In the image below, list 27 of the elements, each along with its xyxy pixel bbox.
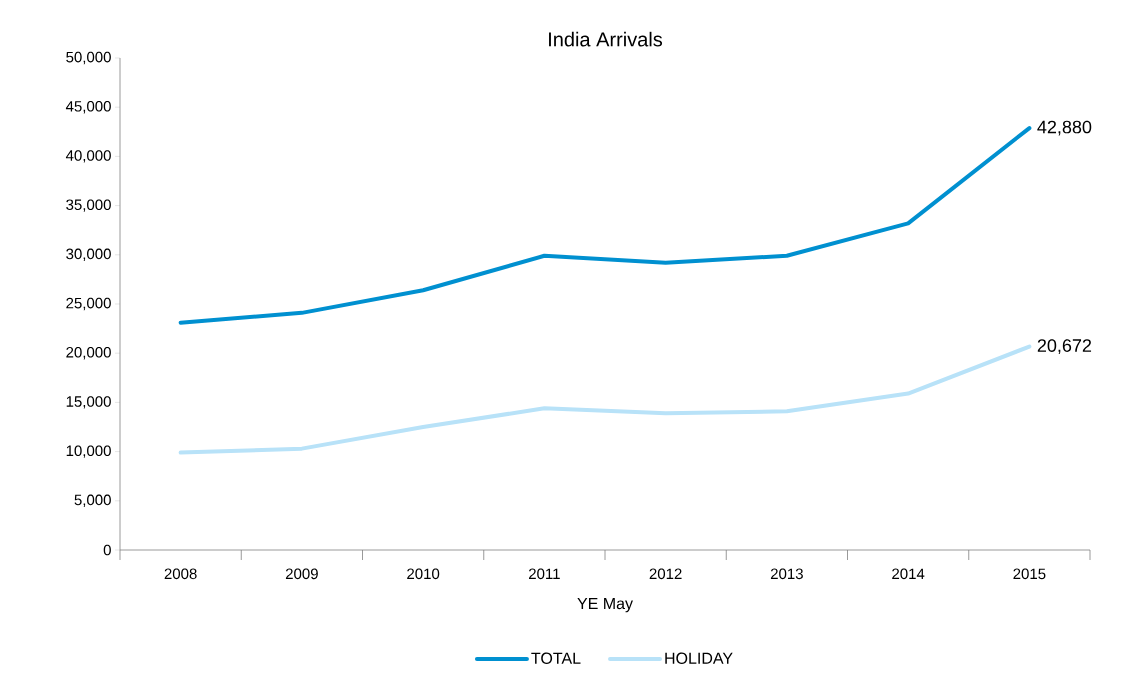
x-tick-label: 2011: [529, 568, 560, 580]
x-tick-label: 2009: [285, 568, 318, 580]
y-tick-label: 45,000: [65, 101, 111, 114]
x-tick-label: 2013: [770, 568, 803, 580]
y-tick-label: 30,000: [66, 248, 111, 261]
x-tick-label: 2008: [164, 568, 197, 580]
x-axis-title: YE May: [577, 597, 633, 613]
y-tick-label: 20,000: [66, 347, 111, 360]
y-tick-label: 5,000: [74, 494, 111, 507]
y-tick-label: 15,000: [66, 396, 111, 409]
data-label: 42,880: [1037, 120, 1092, 136]
x-tick-label: 2012: [649, 568, 682, 580]
x-tick-label: 2010: [407, 568, 440, 580]
legend-label: HOLIDAY: [665, 652, 733, 664]
y-tick-label: 0: [103, 544, 111, 556]
y-tick-label: 50,000: [66, 51, 111, 65]
x-tick-label: 2015: [1013, 568, 1046, 580]
x-tick-label: 2014: [892, 568, 925, 580]
y-tick-label: 25,000: [66, 297, 111, 311]
y-tick-label: 40,000: [65, 150, 111, 163]
legend-label: TOTAL: [531, 652, 581, 664]
chart-title: India Arrivals: [549, 31, 663, 47]
line-series: [178, 344, 1032, 455]
y-tick-label: 35,000: [66, 199, 111, 212]
data-label: 20,672: [1037, 339, 1092, 355]
line-series: [178, 126, 1032, 325]
y-tick-label: 10,000: [66, 445, 111, 458]
